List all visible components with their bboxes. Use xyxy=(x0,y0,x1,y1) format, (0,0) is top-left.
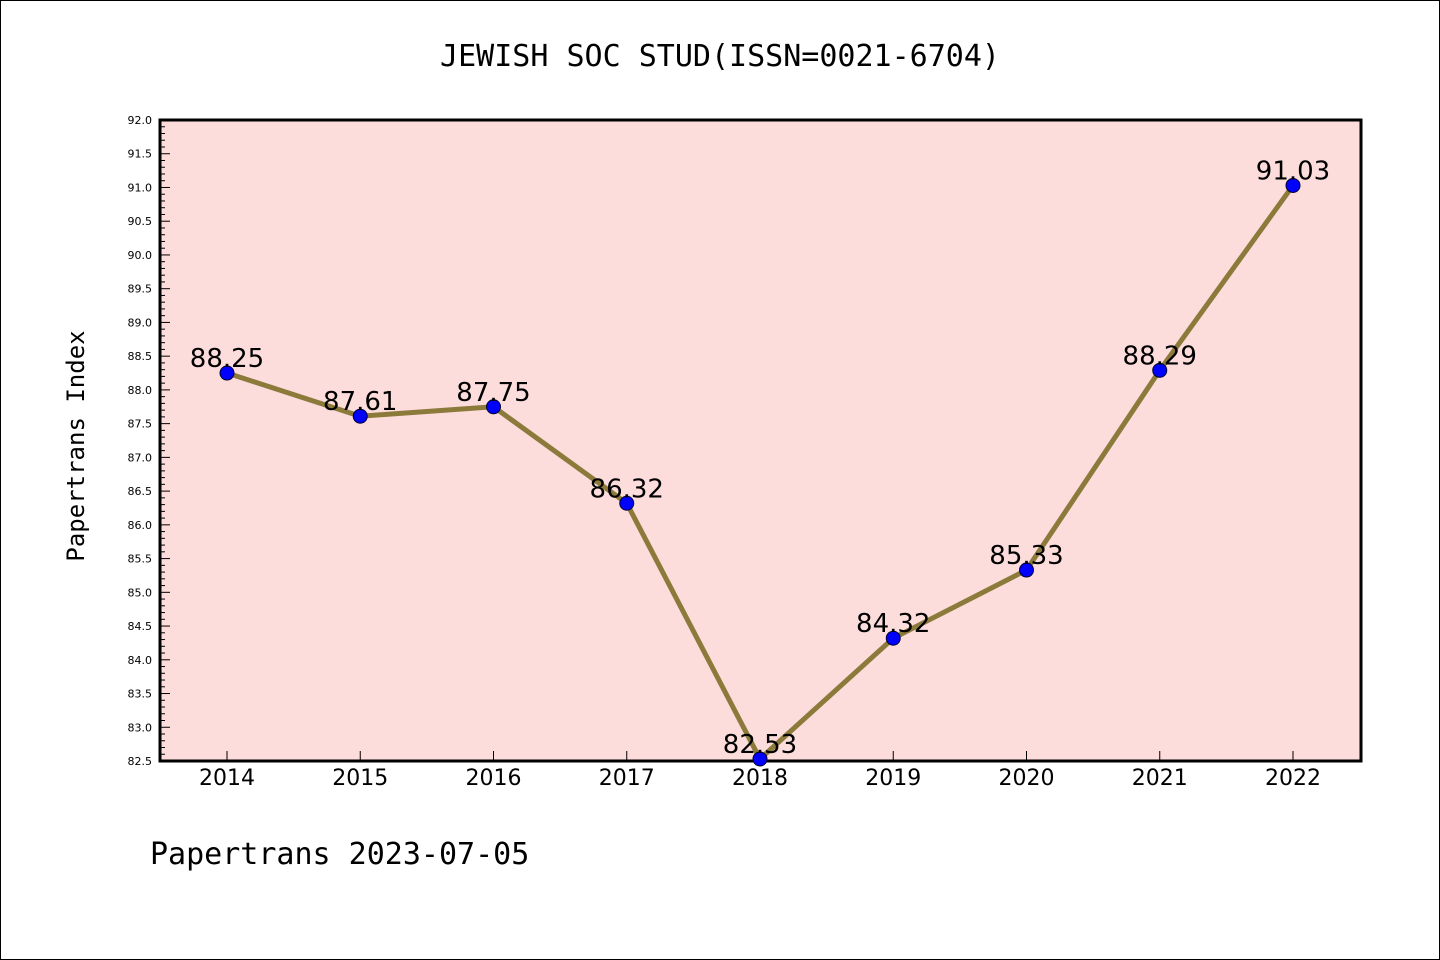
data-point xyxy=(486,399,501,415)
data-point xyxy=(619,495,635,511)
x-tick-label: 2022 xyxy=(1265,766,1321,791)
y-tick-label: 89.5 xyxy=(128,283,153,296)
series-markers xyxy=(219,177,1301,767)
chart-title: JEWISH SOC STUD(ISSN=0021-6704) xyxy=(440,39,1000,74)
x-tick-label: 2019 xyxy=(865,766,921,791)
y-tick-label: 90.5 xyxy=(128,215,153,228)
y-axis-label: Papertrans Index xyxy=(62,330,90,561)
data-point xyxy=(219,365,235,381)
data-point xyxy=(1019,562,1034,578)
x-tick-label: 2018 xyxy=(732,766,788,791)
data-label: 91.03 xyxy=(1256,156,1330,186)
data-point xyxy=(885,630,901,646)
y-tick-label: 86.0 xyxy=(128,519,153,532)
y-tick-label: 87.5 xyxy=(128,418,153,431)
y-tick-label: 83.5 xyxy=(128,688,153,701)
y-tick-label: 84.0 xyxy=(128,654,153,667)
x-tick-label: 2015 xyxy=(332,766,388,791)
x-tick-label: 2016 xyxy=(466,766,522,791)
y-tick-label: 90.0 xyxy=(128,249,153,262)
y-tick-label: 83.0 xyxy=(128,721,153,734)
data-label: 87.75 xyxy=(456,378,530,408)
data-point xyxy=(1152,362,1168,378)
x-tick-label: 2021 xyxy=(1132,766,1188,791)
x-tick-label: 2020 xyxy=(999,766,1055,791)
x-tick-label: 2017 xyxy=(599,766,655,791)
y-tick-label: 88.0 xyxy=(128,384,153,397)
data-label: 88.29 xyxy=(1123,341,1197,371)
data-point xyxy=(352,408,368,424)
y-tick-label: 82.5 xyxy=(128,755,153,768)
footer-note: Papertrans 2023-07-05 xyxy=(150,837,529,872)
y-tick-label: 85.5 xyxy=(128,553,153,566)
data-label: 87.61 xyxy=(323,387,397,417)
y-tick-label: 84.5 xyxy=(128,620,153,633)
y-tick-label: 87.0 xyxy=(128,451,153,464)
y-tick-label: 88.5 xyxy=(128,350,153,363)
x-axis: 2014 2015 2016 2017 2018 2019 2020 2021 2022 xyxy=(199,751,1321,791)
y-tick-label: 91.5 xyxy=(128,148,153,161)
data-point xyxy=(1285,177,1301,193)
y-tick-label: 89.0 xyxy=(128,316,153,329)
data-labels: 88.25 87.61 87.75 86.32 82.53 84.32 85.33 88.29… xyxy=(190,156,1330,760)
data-label: 85.33 xyxy=(989,541,1063,571)
y-axis: 82.5 83.0 83.5 84.0 84.5 85.0 85.5 86.0 86.5 87.0… xyxy=(128,114,170,768)
data-label: 82.53 xyxy=(723,730,797,760)
data-point xyxy=(752,751,768,767)
y-tick-label: 91.0 xyxy=(128,181,153,194)
data-label: 84.32 xyxy=(856,609,930,639)
y-tick-label: 85.0 xyxy=(128,586,153,599)
data-label: 86.32 xyxy=(590,474,664,504)
y-tick-label: 86.5 xyxy=(128,485,153,498)
data-label: 88.25 xyxy=(190,344,264,374)
y-tick-label: 92.0 xyxy=(128,114,153,127)
plot-area xyxy=(158,118,1363,763)
x-tick-label: 2014 xyxy=(199,766,255,791)
